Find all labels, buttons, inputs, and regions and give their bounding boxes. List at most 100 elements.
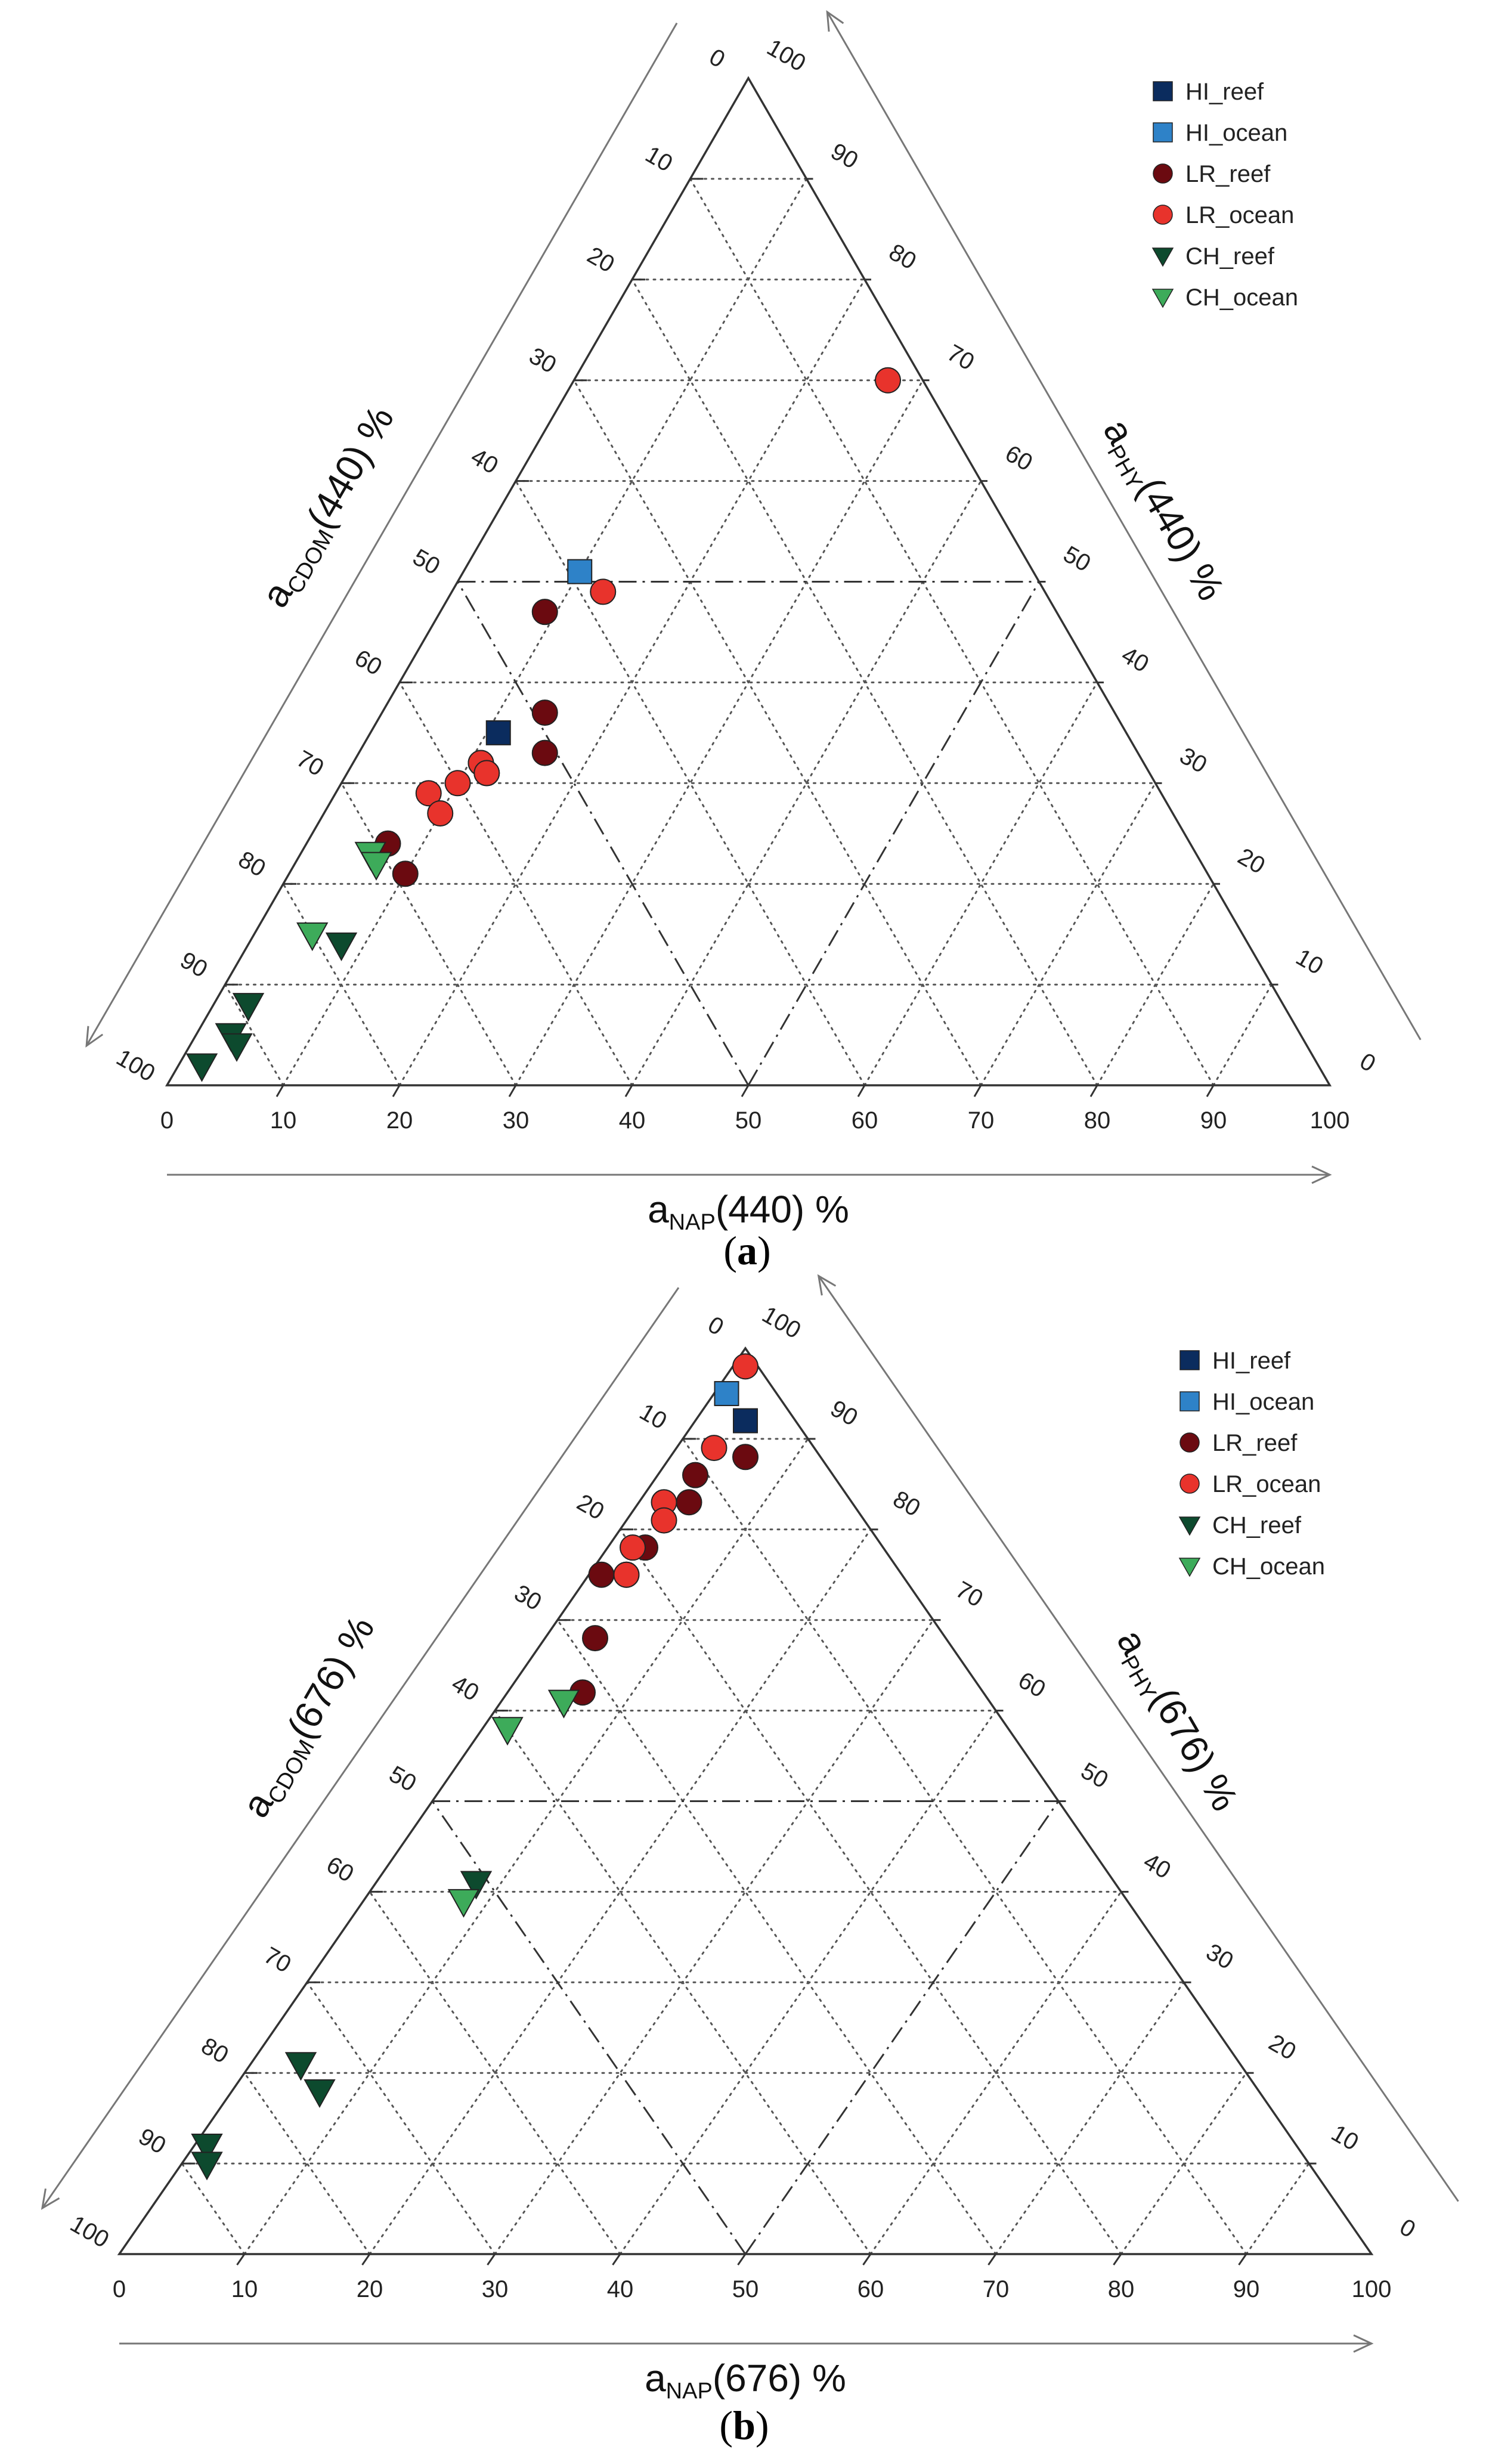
tick-label-nap: 60: [857, 2276, 884, 2302]
tick-label-nap: 50: [732, 2276, 759, 2302]
fifty-percent-line: [457, 581, 750, 1086]
nap-axis-title: aNAP(440) %: [648, 1188, 849, 1235]
series-ch-reef: [185, 932, 358, 1082]
legend-swatch: [1151, 289, 1174, 308]
nap-axis-arrow-head: [1353, 2334, 1374, 2353]
tick-label-nap: 80: [1084, 1107, 1111, 1134]
data-point-lr-reef: [582, 1625, 608, 1652]
legend-swatch: [1179, 1474, 1200, 1494]
tick-label-nap: 100: [1310, 1107, 1350, 1134]
data-point-lr-reef: [732, 1444, 759, 1471]
grid-line: [224, 983, 284, 1086]
series-ch-ocean: [447, 1689, 580, 1918]
tick-label-nap: 20: [357, 2276, 383, 2302]
tick-mark: [361, 2253, 371, 2265]
legend-label: LR_ocean: [1185, 202, 1294, 228]
tick-mark: [862, 2253, 872, 2265]
tick-label-nap: 90: [1233, 2276, 1260, 2302]
legend-label: CH_reef: [1212, 1512, 1302, 1539]
data-point-ch-reef: [191, 2152, 223, 2181]
tick-label-nap: 0: [113, 2276, 126, 2302]
grid-line: [980, 782, 1156, 1086]
data-point-ch-reef: [325, 932, 358, 961]
series-ch-ocean: [296, 841, 392, 951]
legend-label: HI_ocean: [1185, 120, 1287, 146]
data-point-hi-ocean: [567, 559, 593, 584]
grid-line: [243, 1438, 809, 2255]
grid-line: [282, 178, 807, 1086]
legend-swatch: [1178, 1558, 1201, 1577]
tick-label-nap: 10: [231, 2276, 258, 2302]
tick-mark: [987, 2253, 997, 2265]
data-point-hi-reef: [485, 720, 511, 745]
fifty-percent-line: [747, 581, 1040, 1086]
legend-swatch: [1178, 1516, 1201, 1536]
phy-axis-arrow-head: [817, 1274, 837, 1296]
series-lr-reef: [569, 1444, 759, 1706]
cdom-axis-arrow-head: [85, 1026, 104, 1048]
grid-line: [573, 379, 982, 1086]
legend-label: CH_ocean: [1185, 284, 1298, 311]
legend-swatch: [1179, 1350, 1200, 1370]
tick-mark: [741, 1085, 750, 1097]
data-point-lr-ocean: [620, 1534, 646, 1561]
series-hi-reef: [485, 720, 511, 745]
tick-label-nap: 70: [968, 1107, 995, 1134]
tick-mark: [275, 1085, 284, 1097]
series-lr-ocean: [613, 1353, 759, 1588]
data-point-ch-reef: [191, 2133, 223, 2163]
data-point-ch-reef: [304, 2079, 336, 2108]
data-point-ch-ocean: [360, 852, 392, 881]
tick-label-nap: 20: [386, 1107, 413, 1134]
grid-line: [869, 1890, 1122, 2255]
legend-swatch: [1179, 1432, 1200, 1453]
data-point-lr-ocean: [427, 800, 454, 827]
legend-label: HI_ocean: [1212, 1389, 1314, 1415]
tick-label-nap: 80: [1108, 2276, 1135, 2302]
grid-line: [340, 782, 517, 1086]
tick-mark: [973, 1085, 982, 1097]
grid-line: [398, 681, 633, 1086]
tick-mark: [1089, 1085, 1098, 1097]
grid-line: [282, 883, 401, 1086]
tick-label-nap: 40: [607, 2276, 634, 2302]
data-point-ch-ocean: [547, 1689, 580, 1719]
data-point-hi-ocean: [714, 1380, 739, 1406]
data-point-ch-ocean: [447, 1889, 480, 1918]
cdom-axis-arrow: [85, 22, 678, 1047]
tick-mark: [1113, 2253, 1122, 2265]
data-point-lr-reef: [531, 699, 558, 726]
data-point-lr-reef: [588, 1561, 615, 1588]
grid-line: [682, 1438, 1247, 2255]
legend-label: HI_reef: [1185, 79, 1264, 105]
data-point-lr-reef: [531, 739, 558, 766]
grid-line: [494, 1619, 934, 2255]
tick-label-nap: 90: [1200, 1107, 1227, 1134]
axis-arrows: [41, 1274, 1459, 2353]
legend-label: CH_reef: [1185, 243, 1275, 270]
tick-mark: [392, 1085, 401, 1097]
legend-label: CH_ocean: [1212, 1553, 1325, 1580]
cdom-axis-arrow: [41, 1287, 680, 2209]
series-lr-ocean: [415, 367, 901, 827]
legend-swatch: [1179, 1391, 1200, 1411]
series-hi-reef: [733, 1408, 758, 1434]
tick-mark: [857, 1085, 866, 1097]
data-point-ch-reef: [284, 2052, 317, 2081]
series-hi-ocean: [567, 559, 593, 584]
data-point-ch-reef: [185, 1053, 218, 1082]
grid-line: [863, 681, 1098, 1086]
data-point-lr-reef: [531, 599, 558, 626]
data-point-lr-reef: [392, 860, 419, 887]
legend-swatch: [1153, 81, 1173, 101]
grid-line: [631, 278, 1098, 1086]
tick-mark: [508, 1085, 517, 1097]
grid-line: [515, 379, 924, 1086]
data-point-lr-ocean: [444, 770, 471, 797]
data-point-lr-ocean: [651, 1507, 677, 1534]
grid-line: [1120, 2072, 1247, 2255]
grid-line: [1212, 983, 1273, 1086]
data-point-lr-ocean: [590, 578, 617, 605]
series-ch-reef: [191, 1871, 493, 2181]
